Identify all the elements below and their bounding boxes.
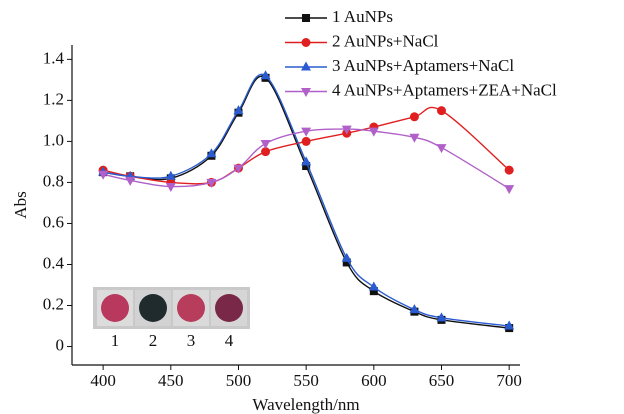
x-tick-label: 500 bbox=[226, 371, 252, 390]
marker bbox=[302, 162, 311, 171]
legend-label: 3 AuNPs+Aptamers+NaCl bbox=[332, 56, 514, 75]
y-tick-label: 1.4 bbox=[43, 48, 65, 67]
legend-marker bbox=[301, 38, 311, 47]
y-tick-label: 0.6 bbox=[43, 212, 64, 231]
x-tick-label: 600 bbox=[361, 371, 387, 390]
marker bbox=[341, 252, 352, 262]
marker bbox=[504, 320, 515, 330]
marker bbox=[436, 312, 447, 322]
marker bbox=[368, 281, 379, 291]
inset-label: 1 bbox=[111, 331, 120, 350]
marker bbox=[301, 156, 312, 166]
marker bbox=[341, 125, 352, 135]
x-tick-label: 700 bbox=[496, 371, 522, 390]
inset-label: 2 bbox=[149, 331, 158, 350]
marker bbox=[125, 176, 136, 186]
marker bbox=[409, 112, 419, 122]
inset-label: 3 bbox=[187, 331, 196, 350]
marker bbox=[260, 139, 271, 149]
legend-marker bbox=[301, 61, 311, 71]
marker bbox=[436, 144, 447, 154]
legend-label: 4 AuNPs+Aptamers+ZEA+NaCl bbox=[332, 80, 557, 99]
marker bbox=[436, 106, 446, 116]
y-tick-label: 0.8 bbox=[43, 171, 64, 190]
marker bbox=[409, 133, 420, 143]
y-tick-label: 1.0 bbox=[43, 130, 64, 149]
legend-label: 2 AuNPs+NaCl bbox=[332, 31, 439, 50]
y-tick-label: 0 bbox=[56, 335, 65, 354]
inset-label: 4 bbox=[225, 331, 234, 350]
y-tick-label: 0.2 bbox=[43, 294, 64, 313]
legend-marker bbox=[301, 88, 311, 97]
marker bbox=[301, 127, 312, 137]
marker bbox=[301, 136, 311, 146]
marker bbox=[233, 164, 244, 174]
marker bbox=[98, 170, 109, 180]
x-tick-label: 650 bbox=[429, 371, 455, 390]
marker bbox=[369, 287, 378, 296]
x-tick-label: 550 bbox=[293, 371, 319, 390]
marker bbox=[409, 304, 420, 314]
inset-photo bbox=[93, 287, 250, 329]
legend-label: 1 AuNPs bbox=[332, 7, 393, 26]
marker bbox=[342, 258, 351, 267]
marker bbox=[206, 148, 217, 158]
x-axis-label: Wavelength/nm bbox=[252, 395, 359, 414]
y-tick-label: 0.4 bbox=[43, 253, 65, 272]
marker bbox=[165, 170, 176, 180]
marker bbox=[233, 105, 244, 115]
marker bbox=[368, 127, 379, 137]
marker bbox=[260, 70, 271, 80]
marker bbox=[206, 178, 217, 188]
legend-marker bbox=[302, 14, 310, 22]
x-tick-label: 400 bbox=[90, 371, 116, 390]
y-axis-label: Abs bbox=[11, 191, 30, 218]
x-tick-label: 450 bbox=[158, 371, 184, 390]
marker bbox=[261, 147, 271, 157]
y-tick-label: 1.2 bbox=[43, 89, 64, 108]
marker bbox=[165, 183, 176, 193]
marker bbox=[504, 185, 515, 195]
marker bbox=[504, 165, 514, 175]
